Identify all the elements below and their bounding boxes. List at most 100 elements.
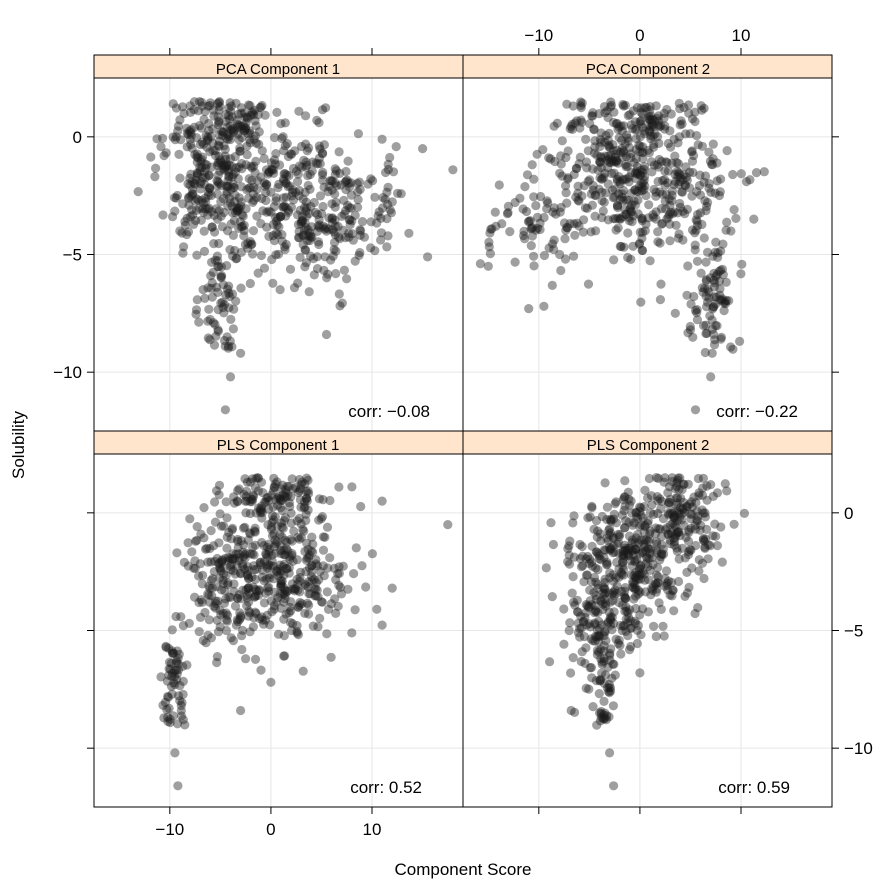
data-point xyxy=(565,124,575,134)
data-point xyxy=(686,514,696,524)
data-point xyxy=(204,615,214,625)
data-point xyxy=(610,585,620,595)
data-point xyxy=(222,610,233,621)
data-point xyxy=(216,272,226,282)
data-point xyxy=(240,550,250,560)
data-point xyxy=(663,508,673,518)
data-point xyxy=(304,609,314,619)
data-point xyxy=(604,140,614,150)
data-point xyxy=(596,596,606,607)
data-point xyxy=(170,671,180,682)
data-point xyxy=(678,175,688,185)
data-point xyxy=(313,592,323,602)
panel-plot-1 xyxy=(462,54,833,432)
data-point xyxy=(525,216,536,226)
data-point xyxy=(244,573,254,583)
data-point xyxy=(321,226,332,236)
data-point xyxy=(241,585,251,595)
data-point xyxy=(687,502,697,512)
data-point xyxy=(229,216,239,226)
data-point xyxy=(334,580,344,591)
data-point xyxy=(599,678,609,689)
data-point xyxy=(170,680,180,690)
data-point xyxy=(261,497,271,507)
data-point xyxy=(644,127,655,137)
data-point xyxy=(603,163,613,173)
data-point xyxy=(352,179,362,189)
data-point xyxy=(273,213,283,223)
data-point xyxy=(637,547,648,558)
data-point xyxy=(569,169,579,180)
data-point xyxy=(327,199,337,209)
data-point xyxy=(222,543,232,553)
data-point xyxy=(716,246,726,256)
data-point xyxy=(230,152,240,162)
data-point xyxy=(200,106,210,117)
data-point xyxy=(708,139,718,149)
data-point xyxy=(190,196,200,206)
data-point xyxy=(604,688,615,698)
data-point xyxy=(667,476,677,487)
data-point xyxy=(669,534,679,544)
data-point xyxy=(614,564,624,574)
data-point xyxy=(632,162,642,172)
data-point xyxy=(282,170,292,180)
data-point xyxy=(285,501,295,512)
data-point xyxy=(383,231,393,241)
data-point xyxy=(624,195,634,205)
data-point xyxy=(249,161,259,171)
data-point xyxy=(608,587,619,597)
data-point xyxy=(231,620,241,630)
data-point xyxy=(220,341,230,351)
data-point xyxy=(694,491,704,501)
data-point xyxy=(711,271,721,281)
data-point xyxy=(715,284,725,294)
data-point xyxy=(225,372,236,382)
data-point xyxy=(254,503,264,513)
data-point xyxy=(710,335,720,345)
data-point xyxy=(605,573,615,583)
data-point xyxy=(698,287,708,297)
data-point xyxy=(269,587,280,598)
data-point xyxy=(305,184,315,194)
data-point xyxy=(234,120,244,130)
data-point xyxy=(215,166,225,176)
data-point xyxy=(599,631,609,641)
panel-backgrounds xyxy=(93,54,833,808)
data-point xyxy=(242,185,252,195)
data-point xyxy=(559,604,569,614)
data-point xyxy=(300,581,311,591)
data-point xyxy=(675,198,685,209)
data-point xyxy=(264,504,274,514)
data-point xyxy=(271,228,281,238)
strip-title-pca-component-1: PCA Component 1 xyxy=(216,61,340,78)
data-point xyxy=(250,168,260,178)
data-point xyxy=(591,226,601,236)
data-point xyxy=(236,611,246,621)
data-point xyxy=(229,304,239,314)
data-point xyxy=(268,168,279,178)
data-point xyxy=(663,212,673,222)
data-point xyxy=(293,602,303,612)
data-point xyxy=(212,176,222,186)
data-point xyxy=(643,145,653,155)
data-point xyxy=(620,593,630,603)
data-point xyxy=(598,604,608,615)
data-point xyxy=(236,197,246,207)
data-point xyxy=(224,303,234,313)
data-point xyxy=(658,175,668,186)
data-point xyxy=(680,181,691,191)
data-point xyxy=(653,578,663,588)
data-point xyxy=(293,602,303,612)
data-point xyxy=(247,239,257,249)
data-point xyxy=(253,110,263,120)
data-point xyxy=(193,195,203,205)
data-point xyxy=(628,106,639,116)
data-point xyxy=(208,574,218,584)
data-point xyxy=(173,653,183,663)
data-point xyxy=(318,532,328,542)
data-point xyxy=(382,214,392,224)
data-point xyxy=(283,182,293,192)
data-point xyxy=(218,575,228,585)
data-point xyxy=(716,265,726,275)
